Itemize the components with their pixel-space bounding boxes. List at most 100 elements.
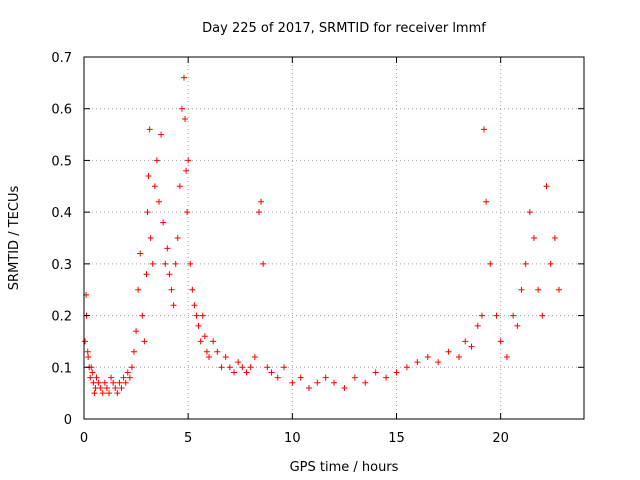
data-point	[193, 312, 200, 319]
y-tick-label: 0	[64, 413, 72, 428]
data-point	[264, 364, 271, 371]
data-point	[487, 260, 494, 267]
y-tick-label: 0.4	[51, 206, 72, 221]
data-point	[493, 312, 500, 319]
data-point	[203, 348, 210, 355]
data-point	[101, 379, 108, 386]
data-point	[158, 131, 165, 138]
data-point	[362, 379, 369, 386]
data-point	[189, 286, 196, 293]
data-point	[274, 374, 281, 381]
data-point	[92, 384, 99, 391]
data-point	[114, 390, 121, 397]
data-point	[474, 322, 481, 329]
data-point	[156, 198, 162, 205]
data-point	[510, 312, 517, 319]
data-point	[306, 384, 312, 391]
data-point	[187, 260, 194, 267]
data-point	[281, 364, 287, 371]
data-point	[522, 260, 529, 267]
data-point	[184, 209, 191, 216]
y-tick-label: 0.1	[51, 361, 72, 376]
data-point	[118, 384, 125, 391]
data-point	[141, 338, 148, 345]
data-point	[170, 302, 177, 309]
data-point	[90, 379, 97, 386]
data-point	[181, 74, 187, 81]
data-point	[82, 338, 89, 345]
data-point	[135, 286, 142, 293]
data-point	[483, 198, 490, 205]
data-point	[87, 374, 94, 381]
data-point	[445, 348, 452, 355]
data-point	[164, 245, 171, 252]
data-point	[341, 384, 348, 391]
data-point	[97, 384, 104, 391]
data-point	[322, 374, 329, 381]
data-point	[144, 209, 151, 216]
data-point	[551, 235, 558, 241]
data-point	[214, 348, 221, 355]
y-tick-label: 0.6	[51, 103, 72, 118]
data-point	[106, 390, 112, 397]
data-point	[182, 116, 189, 123]
data-point	[235, 359, 242, 366]
data-point	[185, 157, 192, 164]
x-tick-label: 20	[492, 431, 509, 446]
data-point	[314, 379, 321, 386]
data-point	[456, 353, 462, 360]
data-point	[166, 271, 173, 278]
data-point	[151, 183, 158, 190]
data-point	[143, 271, 150, 278]
plot-frame	[83, 56, 585, 420]
data-point	[174, 235, 181, 241]
data-point	[222, 353, 229, 360]
x-tick-label: 10	[284, 431, 301, 446]
chart-title: Day 225 of 2017, SRMTID for receiver lmm…	[202, 21, 486, 36]
data-point	[95, 379, 102, 386]
data-point	[172, 260, 179, 267]
data-point	[268, 369, 275, 376]
x-tick-label: 5	[184, 431, 192, 446]
data-point	[108, 374, 115, 381]
data-point	[201, 333, 208, 340]
data-point	[481, 126, 487, 133]
data-point	[383, 374, 390, 381]
data-point	[137, 250, 144, 257]
data-point	[153, 157, 160, 164]
data-point	[84, 348, 91, 355]
data-point	[133, 328, 140, 335]
tick-labels: 0 5 10 15 20 0 0.1 0.2 0.3 0.4 0.5 0.6 0.7	[51, 51, 509, 446]
data-point	[297, 374, 304, 381]
data-point	[231, 369, 237, 376]
data-point	[462, 338, 469, 345]
data-point	[160, 219, 167, 226]
y-tick-label: 0.2	[51, 310, 72, 325]
data-point	[112, 384, 119, 391]
data-point	[243, 369, 250, 376]
data-point	[147, 235, 154, 241]
data-point	[258, 198, 265, 205]
data-point	[124, 369, 131, 376]
data-point	[191, 302, 198, 309]
data-point	[195, 322, 202, 329]
data-point	[331, 379, 337, 386]
grid-lines	[84, 57, 584, 419]
data-point	[218, 364, 225, 371]
data-point	[146, 126, 153, 133]
data-point	[503, 353, 510, 360]
data-point	[103, 384, 110, 391]
data-point	[239, 364, 246, 371]
data-point	[424, 353, 431, 360]
data-point	[543, 183, 550, 190]
data-point	[539, 312, 546, 319]
data-point	[128, 364, 135, 371]
data-point	[514, 322, 521, 329]
data-point	[139, 312, 146, 319]
data-point	[372, 369, 379, 376]
data-point	[256, 209, 262, 216]
data-point	[85, 353, 92, 360]
data-point	[122, 379, 129, 386]
data-point	[168, 286, 175, 293]
